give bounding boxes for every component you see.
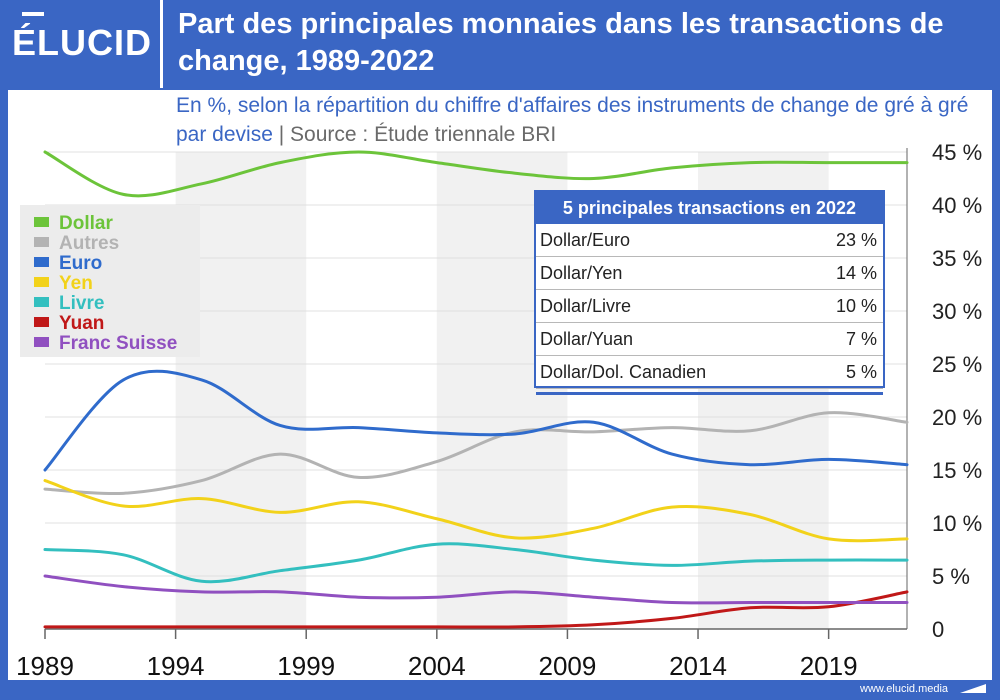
x-tick-label: 1994 (147, 651, 205, 681)
legend-label: Euro (59, 253, 103, 274)
x-tick-label: 1989 (16, 651, 74, 681)
y-tick-label: 0 (932, 617, 944, 642)
x-tick-label: 2014 (669, 651, 727, 681)
x-tick-label: 2009 (539, 651, 597, 681)
y-tick-label: 30 % (932, 299, 982, 324)
table-row: Dollar/Yen 14 % (536, 257, 883, 290)
legend-item-livre: Livre (34, 294, 104, 314)
legend-swatch (34, 236, 49, 247)
legend-swatch (34, 336, 49, 347)
y-tick-label: 45 % (932, 140, 982, 165)
currency-pair: Dollar/Livre (540, 296, 632, 316)
logo: ÉLUCID (12, 22, 152, 63)
series-line-euro (43, 369, 909, 472)
table-row: Dollar/Euro 23 % (536, 224, 883, 257)
header-divider (160, 0, 163, 88)
legend-swatch (34, 316, 49, 327)
logo-accent (22, 12, 44, 16)
table-title: 5 principales transactions en 2022 (536, 192, 883, 224)
currency-pair: Dollar/Dol. Canadien (540, 362, 707, 382)
pair-share: 14 % (835, 263, 877, 283)
legend-item-dollar: Dollar (34, 214, 113, 234)
y-tick-label: 40 % (932, 193, 982, 218)
legend-item-autres: Autres (34, 234, 119, 254)
legend-item-euro: Euro (34, 254, 102, 274)
header-bar: ÉLUCID Part des principales monnaies dan… (0, 0, 1000, 88)
elucid-mark-icon (960, 684, 986, 693)
subtitle-text: En %, selon la répartition du chiffre d'… (176, 94, 969, 146)
table-row: Dollar/Livre 10 % (536, 290, 883, 323)
currency-pair: Dollar/Yuan (540, 329, 634, 349)
table-row: Dollar/Yuan 7 % (536, 323, 883, 356)
x-tick-label: 2019 (800, 651, 858, 681)
legend-label: Dollar (59, 213, 113, 234)
legend: Dollar Autres Euro Yen Livre Yuan Franc Suisse (20, 205, 200, 357)
chart-subtitle: En %, selon la répartition du chiffre d'… (176, 91, 996, 149)
pair-share: 23 % (835, 230, 877, 250)
legend-label: Autres (59, 233, 120, 254)
legend-swatch (34, 276, 49, 287)
series-line-yen (43, 479, 909, 543)
legend-swatch (34, 296, 49, 307)
y-tick-label: 15 % (932, 458, 982, 483)
y-tick-label: 35 % (932, 246, 982, 271)
y-tick-label: 5 % (932, 564, 970, 589)
legend-item-franc_suisse: Franc Suisse (34, 334, 177, 354)
legend-label: Yuan (59, 313, 105, 334)
chart-title: Part des principales monnaies dans les t… (178, 8, 944, 77)
currency-pair: Dollar/Yen (540, 263, 623, 283)
pair-share: 7 % (845, 329, 877, 349)
y-tick-label: 10 % (932, 511, 982, 536)
pair-share: 5 % (845, 362, 877, 382)
pair-share: 10 % (835, 296, 877, 316)
table-row: Dollar/Dol. Canadien 5 % (536, 356, 883, 389)
series-line-yuan (43, 590, 909, 629)
source-text: Source : Étude triennale BRI (290, 123, 557, 146)
x-tick-label: 2004 (408, 651, 466, 681)
legend-label: Franc Suisse (59, 333, 178, 354)
x-tick-label: 1999 (277, 651, 335, 681)
table-footer-line (536, 392, 883, 395)
series-line-dollar (43, 150, 909, 198)
legend-item-yuan: Yuan (34, 314, 104, 334)
top-transactions-table: 5 principales transactions en 2022 Dolla… (534, 190, 885, 395)
currency-pair: Dollar/Euro (540, 230, 631, 250)
series-line-autres (43, 411, 909, 496)
table-body: Dollar/Euro 23 % Dollar/Yen 14 % Dollar/Livr… (536, 224, 883, 389)
legend-item-yen: Yen (34, 274, 93, 294)
legend-swatch (34, 216, 49, 227)
legend-label: Yen (59, 273, 93, 294)
series-line-livre (43, 542, 909, 584)
y-tick-label: 25 % (932, 352, 982, 377)
series-line-franc_suisse (43, 574, 909, 605)
y-tick-label: 20 % (932, 405, 982, 430)
legend-label: Livre (59, 293, 105, 314)
legend-swatch (34, 256, 49, 267)
source-separator: | (278, 123, 285, 146)
footer-url: www.elucid.media (860, 683, 949, 695)
